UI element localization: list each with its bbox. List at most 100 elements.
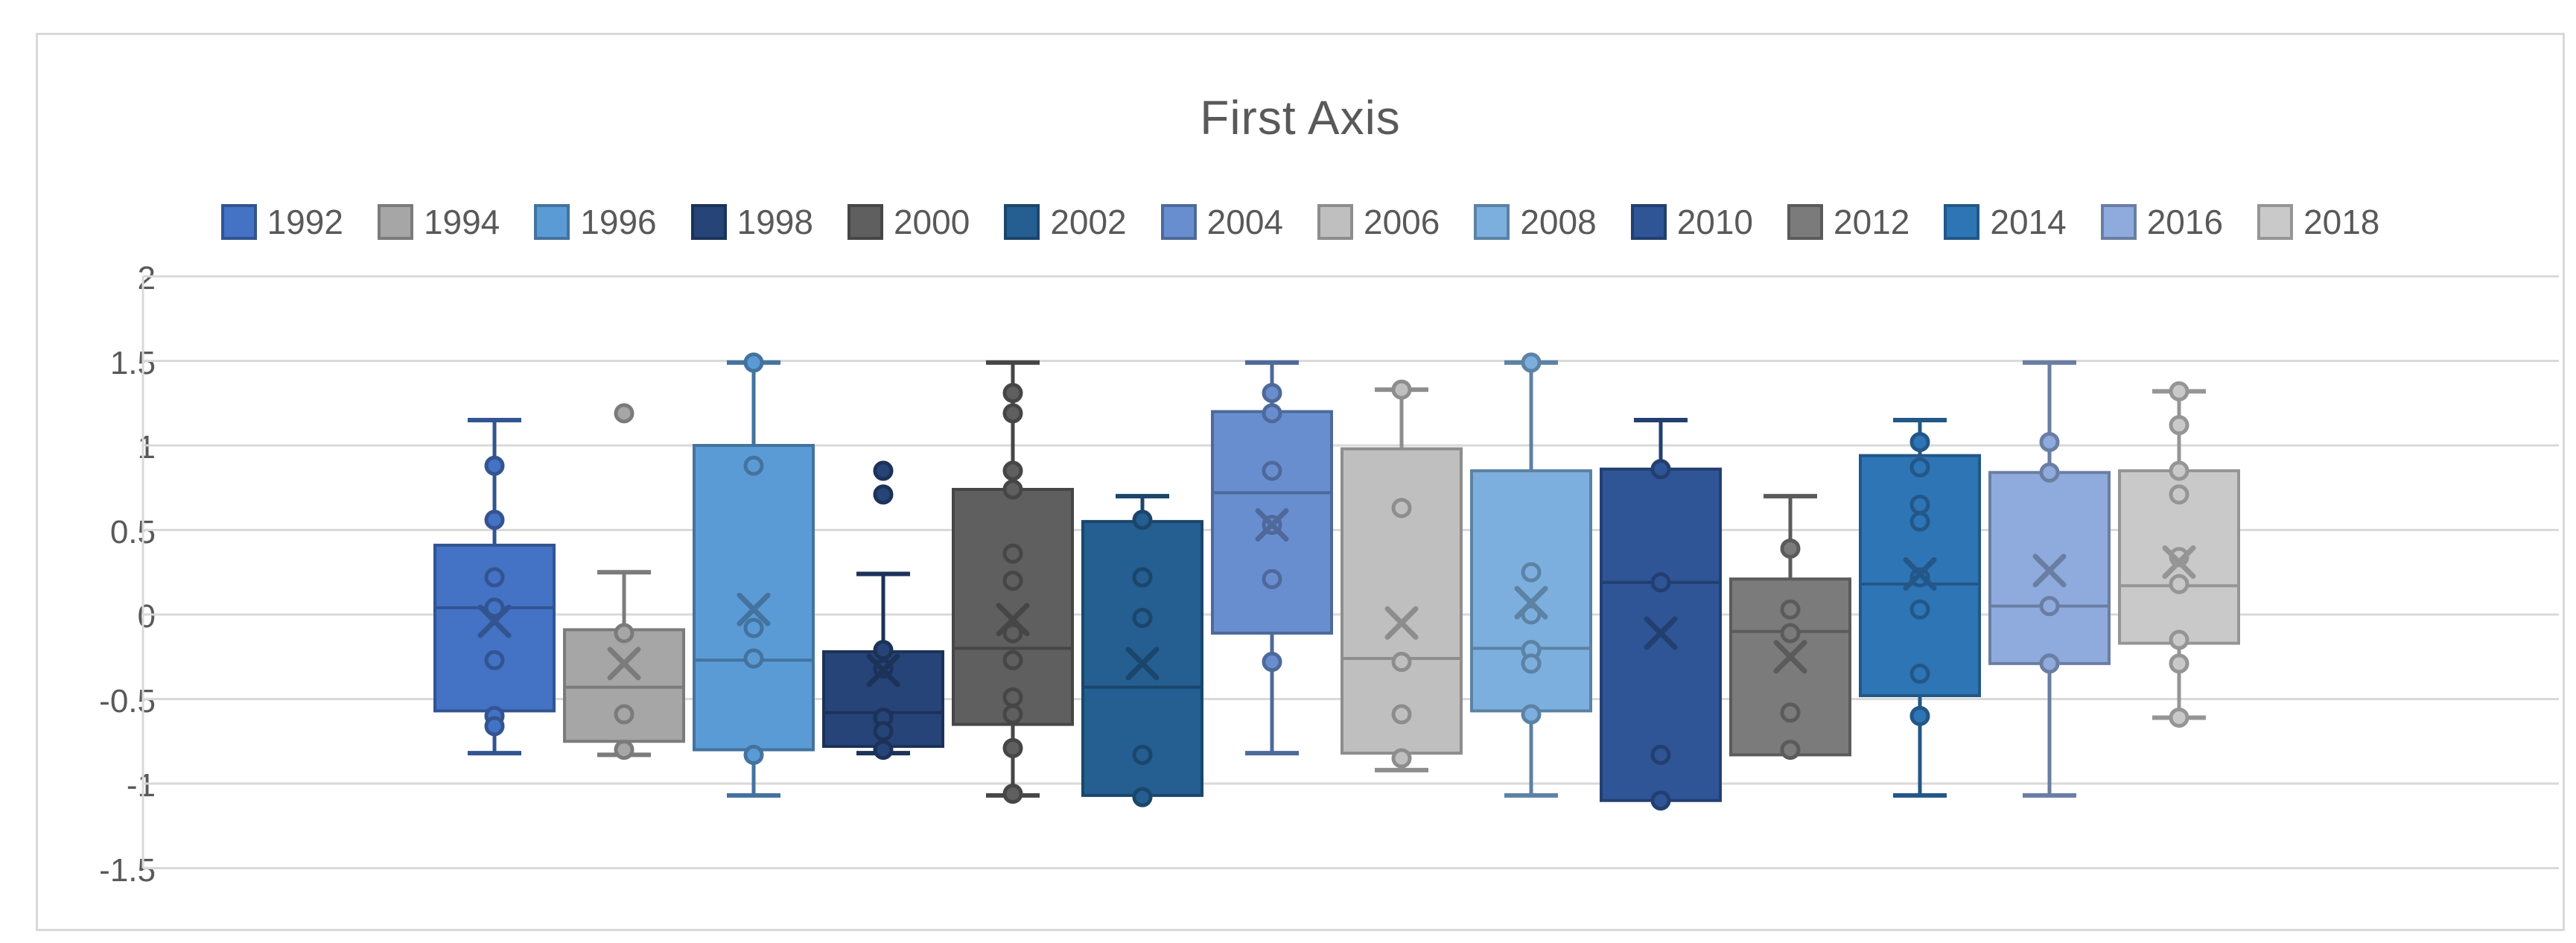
y-tick-label: 0.5 bbox=[109, 513, 156, 550]
data-point bbox=[743, 352, 764, 373]
y-tick-label: -1 bbox=[126, 767, 156, 804]
legend-item-2004[interactable]: 2004 bbox=[1160, 202, 1283, 242]
data-point bbox=[1002, 571, 1023, 591]
box-series-2016[interactable] bbox=[1988, 360, 2111, 798]
data-point bbox=[1909, 494, 1930, 515]
legend-item-2002[interactable]: 2002 bbox=[1004, 202, 1127, 242]
data-point bbox=[1909, 511, 1930, 532]
mean-marker bbox=[2032, 553, 2067, 588]
data-point bbox=[1650, 572, 1671, 593]
y-tick-label: -0.5 bbox=[99, 682, 156, 720]
legend-swatch-icon bbox=[847, 204, 883, 240]
mean-marker bbox=[2162, 545, 2196, 580]
box-series-2014[interactable] bbox=[1859, 417, 1981, 798]
data-point bbox=[2039, 653, 2060, 674]
box-series-2018[interactable] bbox=[2118, 381, 2240, 728]
legend-swatch-icon bbox=[2100, 204, 2137, 240]
legend-item-2010[interactable]: 2010 bbox=[1630, 202, 1754, 242]
data-point bbox=[1002, 403, 1023, 424]
data-point bbox=[743, 455, 764, 476]
data-point bbox=[1002, 737, 1023, 758]
data-point bbox=[614, 623, 635, 644]
y-tick-label: 1 bbox=[137, 429, 156, 466]
data-point bbox=[1650, 790, 1671, 811]
box-series-1992[interactable] bbox=[433, 417, 556, 756]
data-point bbox=[743, 617, 764, 638]
mean-marker bbox=[1644, 616, 1678, 650]
data-point bbox=[2169, 460, 2189, 481]
box-series-1994[interactable] bbox=[563, 403, 685, 761]
data-point bbox=[2039, 462, 2060, 483]
legend-item-2018[interactable]: 2018 bbox=[2257, 202, 2379, 242]
data-point bbox=[1391, 748, 1412, 769]
box-rect bbox=[1470, 469, 1592, 713]
data-point bbox=[1391, 704, 1412, 725]
box-series-2004[interactable] bbox=[1211, 360, 1333, 756]
legend-swatch-icon bbox=[1630, 204, 1667, 240]
data-point bbox=[1909, 663, 1930, 684]
box-rect bbox=[693, 444, 815, 752]
data-point bbox=[873, 460, 894, 481]
box-series-1998[interactable] bbox=[822, 460, 944, 761]
legend-item-2016[interactable]: 2016 bbox=[2100, 202, 2223, 242]
legend-label: 2008 bbox=[1520, 203, 1597, 241]
mean-marker bbox=[1514, 585, 1548, 620]
legend-item-1998[interactable]: 1998 bbox=[690, 202, 813, 242]
data-point bbox=[1002, 704, 1023, 725]
data-point bbox=[1521, 352, 1542, 373]
data-point bbox=[2169, 415, 2189, 436]
box-series-2010[interactable] bbox=[1600, 417, 1722, 811]
data-point bbox=[1780, 599, 1801, 620]
box-series-2012[interactable] bbox=[1729, 494, 1851, 761]
data-point bbox=[2169, 629, 2189, 650]
legend-item-2006[interactable]: 2006 bbox=[1317, 202, 1440, 242]
legend-swatch-icon bbox=[534, 204, 570, 240]
mean-marker bbox=[1125, 647, 1160, 681]
data-point bbox=[873, 640, 894, 661]
legend-label: 2010 bbox=[1676, 203, 1754, 241]
box-series-2000[interactable] bbox=[952, 360, 1074, 804]
box-series-2006[interactable] bbox=[1341, 379, 1463, 772]
legend-label: 2018 bbox=[2303, 203, 2380, 241]
legend-label: 1994 bbox=[423, 203, 500, 241]
box-series-2008[interactable] bbox=[1470, 352, 1592, 798]
mean-marker bbox=[477, 604, 512, 638]
legend-swatch-icon bbox=[1004, 204, 1040, 240]
legend-item-2012[interactable]: 2012 bbox=[1787, 202, 1909, 242]
data-point bbox=[1132, 567, 1153, 588]
y-tick-label: 2 bbox=[137, 260, 156, 296]
legend-item-2000[interactable]: 2000 bbox=[847, 202, 970, 242]
data-point bbox=[743, 744, 764, 765]
data-point bbox=[1002, 623, 1023, 644]
legend-item-2014[interactable]: 2014 bbox=[1944, 202, 2067, 242]
legend-swatch-icon bbox=[2257, 204, 2294, 240]
legend-label: 2006 bbox=[1364, 203, 1440, 241]
data-point bbox=[2039, 431, 2060, 452]
legend-item-1994[interactable]: 1994 bbox=[377, 202, 500, 242]
data-point bbox=[1909, 457, 1930, 478]
legend-swatch-icon bbox=[1317, 204, 1353, 240]
legend-item-1992[interactable]: 1992 bbox=[220, 202, 343, 242]
data-point bbox=[1391, 379, 1412, 400]
data-point bbox=[1780, 623, 1801, 644]
legend-label: 1996 bbox=[580, 203, 657, 241]
data-point bbox=[1262, 403, 1282, 424]
data-point bbox=[484, 716, 505, 737]
data-point bbox=[1132, 509, 1153, 530]
legend-swatch-icon bbox=[1787, 204, 1824, 240]
data-point bbox=[1780, 538, 1801, 559]
legend-item-1996[interactable]: 1996 bbox=[534, 202, 657, 242]
data-point bbox=[484, 597, 505, 618]
box-series-2002[interactable] bbox=[1081, 494, 1203, 807]
legend-label: 1998 bbox=[737, 203, 813, 241]
box-series-1996[interactable] bbox=[693, 352, 815, 798]
data-point bbox=[614, 740, 635, 761]
legend-swatch-icon bbox=[1474, 204, 1510, 240]
data-point bbox=[2169, 484, 2189, 505]
legend-swatch-icon bbox=[1944, 204, 1980, 240]
data-point bbox=[1262, 383, 1282, 404]
mean-marker bbox=[607, 647, 641, 681]
legend-item-2008[interactable]: 2008 bbox=[1474, 202, 1597, 242]
y-tick-label: -1.5 bbox=[99, 851, 156, 889]
